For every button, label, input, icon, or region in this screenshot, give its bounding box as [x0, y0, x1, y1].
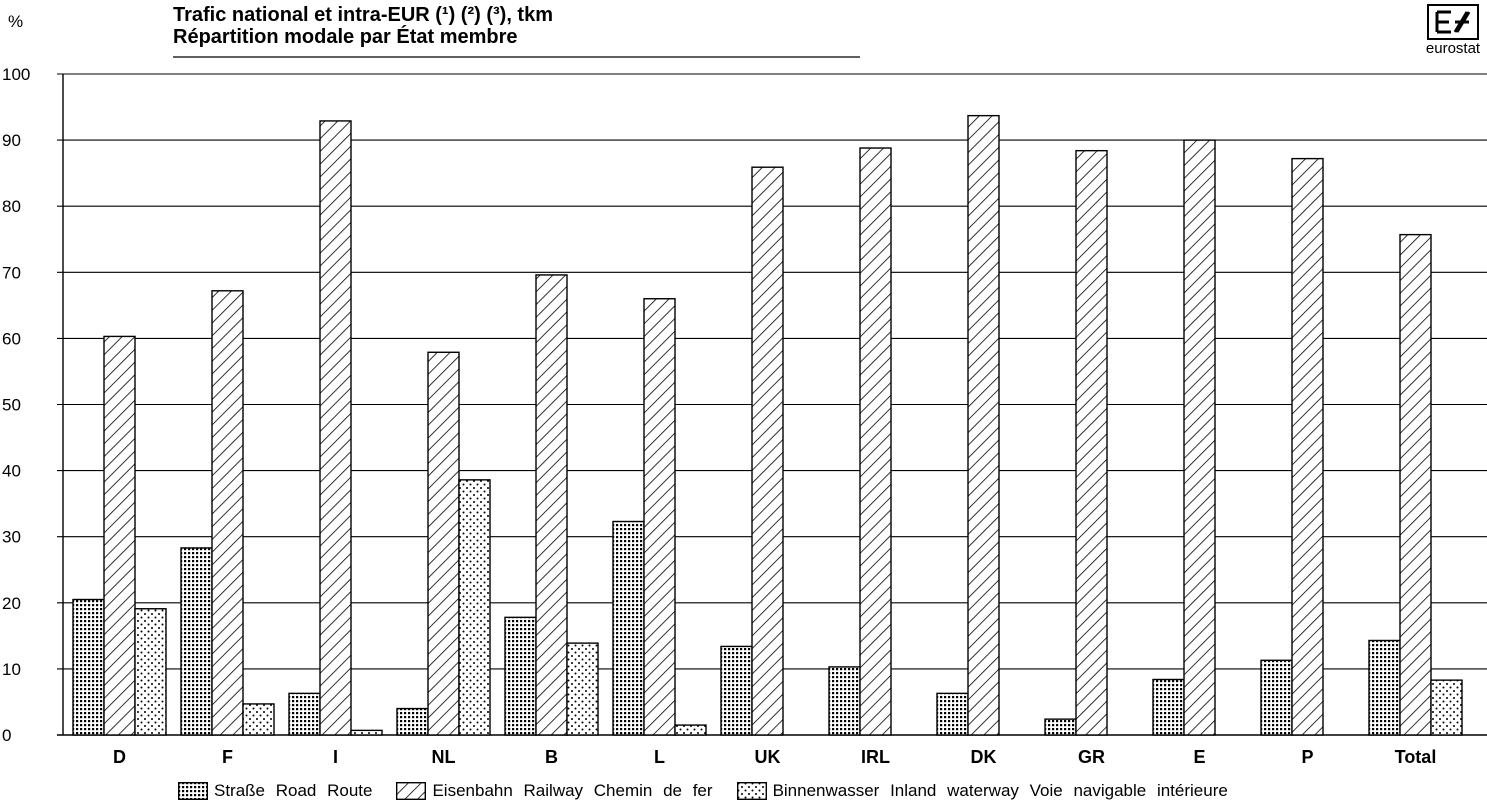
x-tick-label: F: [222, 747, 233, 767]
legend-item: Straße Road Route: [178, 781, 372, 801]
bar-chart: D F I NL B L UK IRL DK GR E P Total 0 10 20 30 40 50 60 70 8…: [2, 56, 1487, 767]
legend-label: Eisenbahn Railway Chemin de fer: [432, 781, 713, 800]
bar-b-series-1: [504, 616, 537, 736]
bar-total-series-3: [1430, 679, 1463, 736]
legend-item: Binnenwasser Inland waterway Voie naviga…: [736, 781, 1228, 801]
bar-i-series-3: [350, 729, 383, 736]
y-tick-label: 90: [2, 131, 21, 150]
bar-uk-series-1: [720, 645, 753, 736]
bar-i-series-1: [288, 692, 321, 736]
bar-p-series-2: [1291, 157, 1324, 736]
legend-label: Straße Road Route: [214, 781, 373, 800]
bar-b-series-3: [566, 642, 599, 736]
x-tick-label: DK: [971, 747, 997, 767]
bar-nl-series-1: [396, 707, 429, 736]
y-tick-label: 100: [2, 65, 30, 84]
chart-title: Trafic national et intra-EUR (¹) (²) (³)…: [173, 4, 553, 26]
bar-uk-series-2: [751, 166, 784, 736]
bar-nl-series-2: [427, 351, 460, 736]
bar-nl-series-3: [458, 479, 491, 736]
bar-d-series-3: [134, 608, 167, 736]
eurostat-logo: eurostat: [1424, 4, 1482, 57]
x-tick-label: P: [1301, 747, 1313, 767]
legend-swatch: [178, 782, 208, 800]
y-tick-label: 20: [2, 594, 21, 613]
x-tick-label: I: [333, 747, 338, 767]
bar-e-series-2: [1183, 139, 1216, 736]
y-tick-label: 0: [2, 726, 11, 745]
y-tick-label: 10: [2, 660, 21, 679]
x-tick-label: GR: [1078, 747, 1105, 767]
bar-irl-series-2: [859, 147, 892, 736]
eurostat-logo-mark: [1427, 4, 1479, 40]
y-tick-label: 30: [2, 528, 21, 547]
legend-swatch: [396, 782, 427, 800]
x-tick-label: IRL: [861, 747, 890, 767]
y-tick-label: 70: [2, 263, 21, 282]
bar-i-series-2: [319, 120, 352, 736]
eurostat-logo-text: eurostat: [1425, 40, 1481, 57]
legend-item: Eisenbahn Railway Chemin de fer: [396, 781, 713, 801]
bar-gr-series-2: [1075, 149, 1108, 736]
legend-swatch: [736, 782, 767, 800]
y-tick-label: 60: [2, 329, 21, 348]
bar-l-series-2: [643, 298, 676, 736]
x-tick-label: B: [545, 747, 558, 767]
bar-dk-series-1: [936, 692, 969, 736]
bar-gr-series-1: [1044, 718, 1077, 736]
x-tick-label: UK: [755, 747, 781, 767]
bar-f-series-3: [242, 703, 275, 736]
legend-label: Binnenwasser Inland waterway Voie naviga…: [772, 781, 1228, 800]
legend: Straße Road Route Eisenbahn Railway Chemi…: [178, 781, 1252, 801]
x-tick-label: L: [654, 747, 665, 767]
bar-dk-series-2: [967, 114, 1000, 736]
chart-subtitle: Répartition modale par État membre: [173, 26, 518, 48]
x-tick-label: NL: [432, 747, 456, 767]
bar-d-series-2: [103, 335, 136, 736]
bar-l-series-3: [674, 724, 707, 736]
y-tick-label: 40: [2, 462, 21, 481]
bar-total-series-2: [1399, 233, 1432, 736]
y-axis-unit-label: %: [8, 12, 24, 31]
x-tick-label: D: [113, 747, 126, 767]
bar-d-series-1: [72, 598, 105, 736]
bar-b-series-2: [535, 274, 568, 736]
bar-p-series-1: [1260, 659, 1293, 736]
bar-l-series-1: [612, 520, 645, 736]
bar-e-series-1: [1152, 678, 1185, 736]
x-tick-label: Total: [1395, 747, 1437, 767]
y-tick-label: 50: [2, 396, 21, 415]
y-tick-label: 80: [2, 197, 21, 216]
bar-total-series-1: [1368, 639, 1401, 736]
bar-f-series-1: [180, 547, 213, 736]
bar-f-series-2: [211, 290, 244, 736]
bar-irl-series-1: [828, 666, 861, 736]
x-tick-label: E: [1193, 747, 1205, 767]
